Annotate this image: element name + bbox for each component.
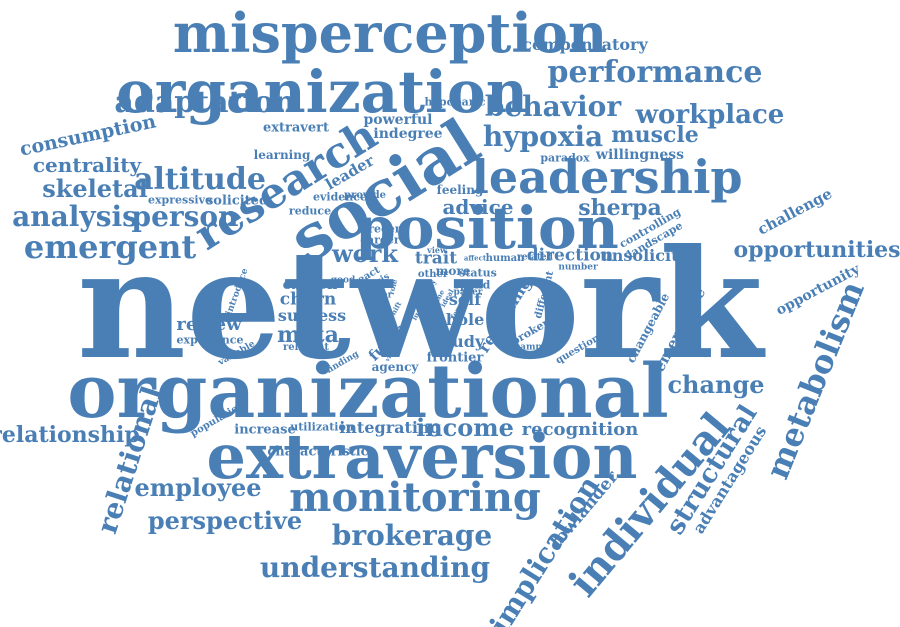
word-evidence: evidence xyxy=(313,190,367,204)
word-feeling: feeling xyxy=(436,183,484,197)
word-self: self xyxy=(448,290,482,309)
word-view: view xyxy=(427,245,447,255)
word-frontier: frontier xyxy=(426,350,484,366)
word-career: career xyxy=(360,233,400,247)
word-paper: paper xyxy=(453,287,483,298)
word-employee: employee xyxy=(134,473,262,502)
word-oxygen: oxygen xyxy=(282,277,338,293)
word-agency: agency xyxy=(371,360,419,374)
word-provide: provide xyxy=(344,190,386,201)
word-altitude: altitude xyxy=(134,162,266,197)
word-performance: performance xyxy=(547,55,763,90)
word-adaptation: adaptation xyxy=(114,85,296,120)
word-position: position xyxy=(355,194,619,262)
word-willingness: willingness xyxy=(595,147,685,163)
word-person: person xyxy=(131,200,239,233)
word-advice: advice xyxy=(442,195,514,219)
word-meta: meta xyxy=(277,322,339,348)
word-sample: sample xyxy=(515,342,551,353)
word-understanding: understanding xyxy=(259,551,491,584)
word-hypobaric: hypobaric xyxy=(424,95,486,109)
word-behavior: behavior xyxy=(484,90,622,123)
word-brokerage: brokerage xyxy=(331,519,493,552)
word-income: income xyxy=(416,413,514,442)
word-hypoxia: hypoxia xyxy=(482,120,604,153)
word-centrality: centrality xyxy=(32,153,142,177)
word-number: number xyxy=(558,262,598,273)
word-status: status xyxy=(459,266,497,280)
word-recent: recent xyxy=(368,222,408,236)
word-misperception: misperception xyxy=(172,1,608,65)
word-relevant: relevant xyxy=(283,342,329,353)
word-review: review xyxy=(176,314,242,335)
word-reduce: reduce xyxy=(288,204,332,218)
word-study: study xyxy=(435,332,485,351)
word-related: related xyxy=(517,252,553,263)
word-characteristic: characteristic xyxy=(267,444,369,460)
word-relationship: relationship xyxy=(0,422,140,448)
word-extravert: extravert xyxy=(263,120,329,136)
word-change: change xyxy=(667,370,765,399)
word-affect-2: affect xyxy=(463,253,487,263)
word-other: other xyxy=(417,269,449,280)
word-success: success xyxy=(277,306,347,325)
word-churn: churn xyxy=(279,289,337,310)
word-learning: learning xyxy=(253,148,311,162)
word-organization: organization xyxy=(116,58,528,126)
word-more: more xyxy=(435,264,471,278)
word-organizational: organizational xyxy=(67,349,669,435)
word-compensatory: compensatory xyxy=(522,35,648,54)
word-analysis: analysis xyxy=(12,200,138,233)
word-spend: spend xyxy=(453,278,491,292)
word-good: good xyxy=(330,275,356,286)
word-muscle: muscle xyxy=(611,122,699,148)
word-solicited: solicited xyxy=(205,193,269,209)
word-work: work xyxy=(332,239,398,268)
word-powerful: powerful xyxy=(363,112,433,128)
word-recognition: recognition xyxy=(521,419,639,440)
word-network: network xyxy=(77,217,763,393)
word-utilization: utilization xyxy=(290,420,354,434)
word-opportunities: opportunities xyxy=(733,237,900,263)
word-sherpa: sherpa xyxy=(578,195,662,221)
word-perspective: perspective xyxy=(147,506,303,535)
word-increase: increase xyxy=(234,422,296,438)
word-leadership: leadership xyxy=(471,150,743,204)
word-expressive: expressive xyxy=(148,193,212,207)
word-skeletal: skeletal xyxy=(42,174,148,203)
word-extraversion: extraversion xyxy=(206,420,638,493)
word-larger: larger xyxy=(361,290,393,301)
word-human: human xyxy=(485,253,525,264)
word-indegree: indegree xyxy=(373,126,443,142)
word-emergent: emergent xyxy=(23,228,197,266)
word-monitoring: monitoring xyxy=(289,474,541,521)
word-affect: affect xyxy=(364,300,390,310)
word-challenge: challenge xyxy=(754,184,836,239)
word-direction: direction xyxy=(526,245,614,266)
word-paradox: paradox xyxy=(540,151,590,165)
word-experience: experience xyxy=(176,333,244,347)
word-workplace: workplace xyxy=(635,100,785,130)
word-hole: hole xyxy=(445,310,485,329)
word-trait: trait xyxy=(414,248,458,269)
word-integrating: integrating xyxy=(339,418,441,437)
word-unsolicited: unsolicited xyxy=(600,246,700,265)
